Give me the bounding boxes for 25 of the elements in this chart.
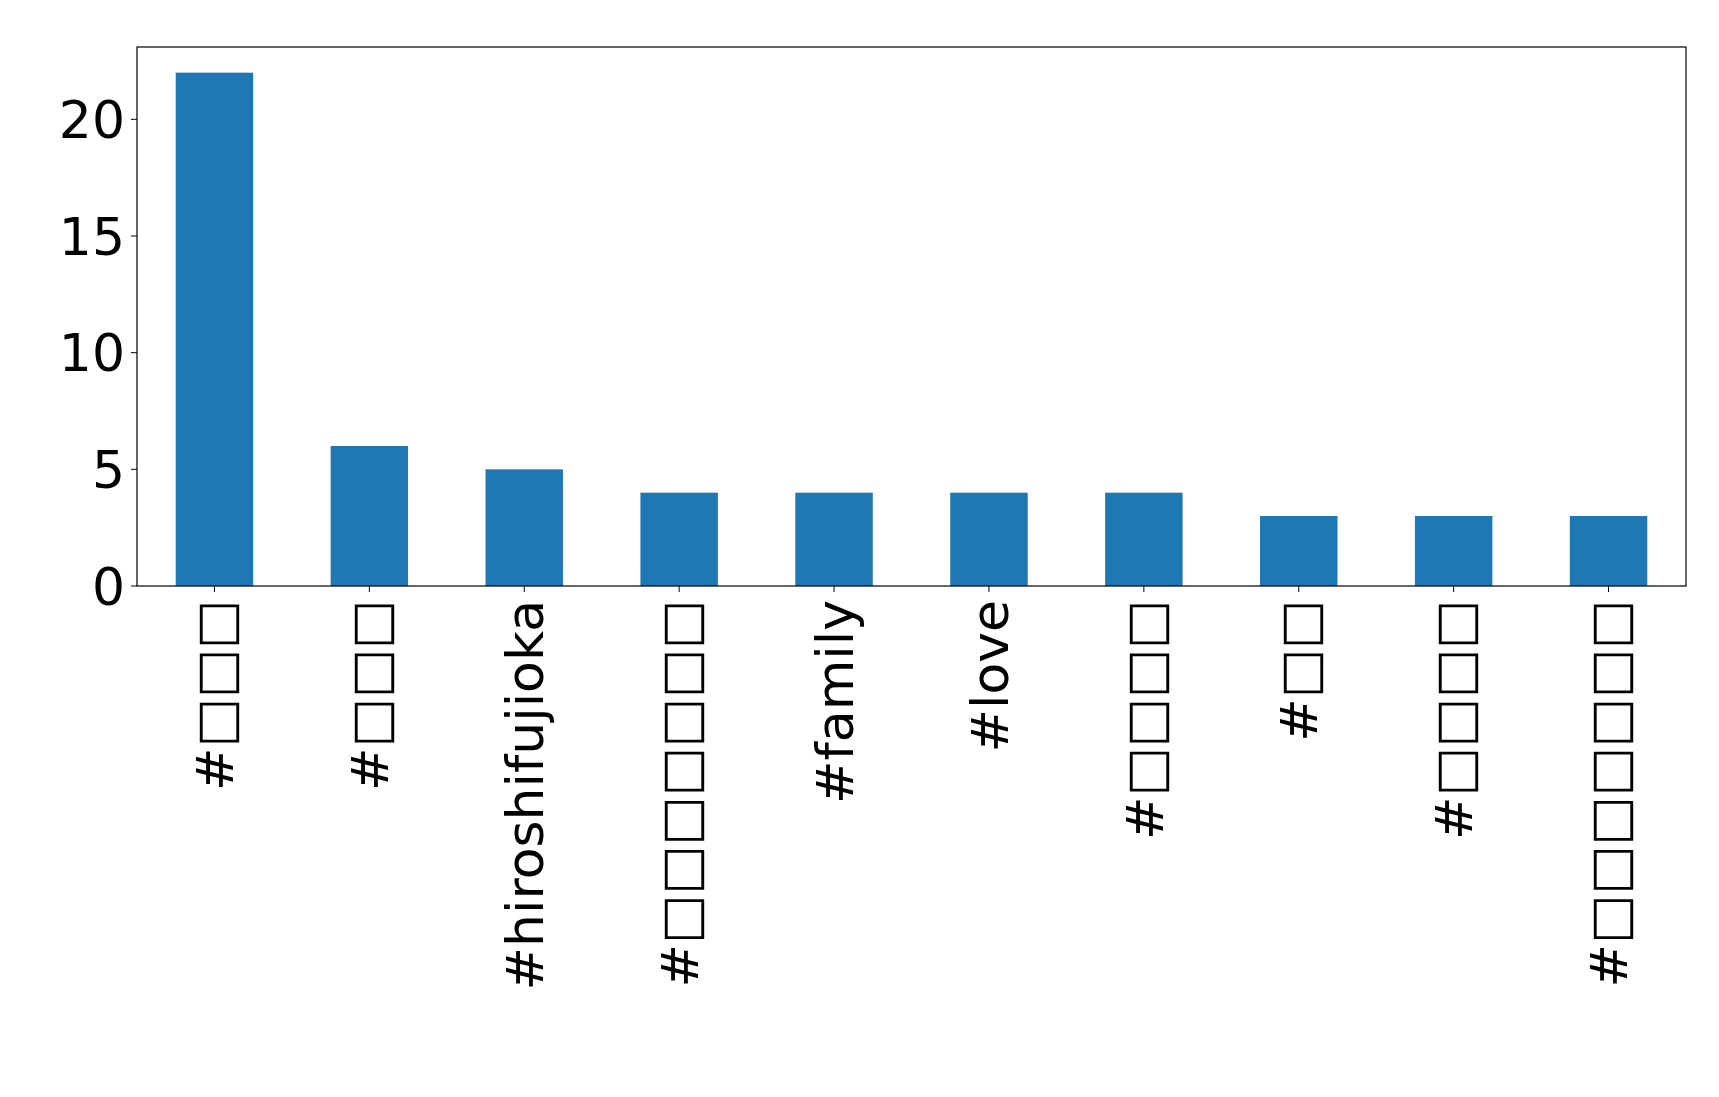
x-tick-label: #love: [959, 600, 1020, 753]
bar: [1414, 516, 1493, 586]
x-tick-label: #□□: [1269, 600, 1330, 742]
y-tick-label: 15: [58, 206, 125, 267]
bar: [1569, 516, 1648, 586]
y-tick-label: 5: [91, 440, 125, 501]
bar: [330, 446, 409, 586]
x-tick-label: #□□□□□□□: [1579, 600, 1640, 988]
x-tick-label: #hiroshifujioka: [494, 600, 555, 991]
bar: [1260, 516, 1338, 586]
x-tick-label: #family: [804, 600, 865, 805]
x-tick-label: #□□□: [340, 600, 401, 791]
x-tick-label: #□□□□□□□: [649, 600, 710, 988]
bar: [175, 72, 254, 586]
bar: [1105, 492, 1183, 586]
bar: [640, 492, 718, 586]
y-tick-label: 10: [58, 323, 125, 384]
x-tick-label: #□□□□: [1114, 600, 1175, 841]
y-tick-label: 0: [91, 556, 125, 617]
x-tick-label: #□□□□: [1424, 600, 1485, 841]
x-tick-label: #□□□: [185, 600, 246, 791]
bar: [950, 492, 1028, 586]
bar: [485, 469, 563, 586]
y-tick-label: 20: [58, 90, 125, 151]
bar: [795, 492, 873, 586]
